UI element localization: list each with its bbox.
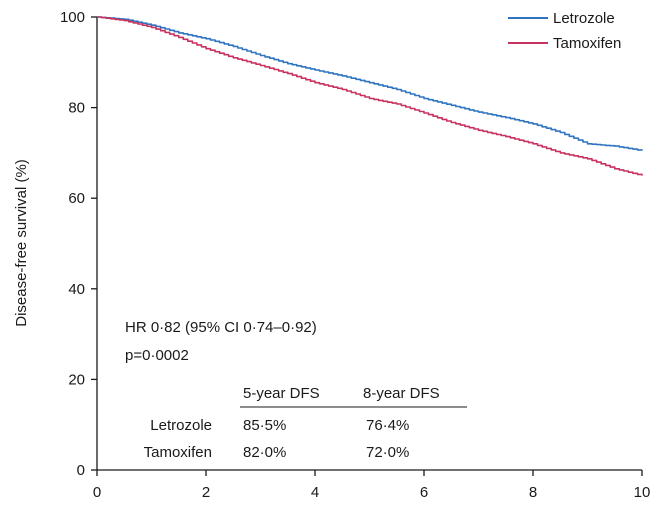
legend: Letrozole Tamoxifen (508, 10, 621, 52)
x-tick-label: 6 (420, 484, 428, 501)
y-tick-label: 100 (60, 9, 85, 26)
dfs-table: 5-year DFS 8-year DFS Letrozole 85·5% 76… (144, 385, 467, 461)
series-layer (97, 16, 643, 176)
p-value-annotation: p=0·0002 (125, 347, 189, 364)
table-row-label-letrozole: Letrozole (150, 417, 212, 434)
y-tick-label: 20 (68, 371, 85, 388)
table-cell-tamoxifen-5yr: 82·0% (243, 444, 286, 461)
legend-label-letrozole: Letrozole (553, 10, 615, 27)
x-tick-label: 2 (202, 484, 210, 501)
table-row-label-tamoxifen: Tamoxifen (144, 444, 212, 461)
table-cell-letrozole-8yr: 76·4% (366, 417, 409, 434)
hazard-ratio-annotation: HR 0·82 (95% CI 0·74–0·92) (125, 319, 317, 336)
table-header-5yr: 5-year DFS (243, 385, 320, 402)
table-header-8yr: 8-year DFS (363, 385, 440, 402)
y-tick-label: 40 (68, 281, 85, 298)
series-line-tamoxifen (97, 16, 643, 176)
series-line-letrozole (97, 16, 643, 151)
table-cell-tamoxifen-8yr: 72·0% (366, 444, 409, 461)
table-cell-letrozole-5yr: 85·5% (243, 417, 286, 434)
x-tick-label: 10 (634, 484, 651, 501)
axis-ticks: 0 20 40 60 80 100 0 2 4 6 8 10 (60, 9, 650, 501)
legend-label-tamoxifen: Tamoxifen (553, 35, 621, 52)
y-tick-label: 0 (77, 462, 85, 479)
x-tick-label: 4 (311, 484, 319, 501)
x-tick-label: 8 (529, 484, 537, 501)
y-axis-title: Disease-free survival (%) (13, 159, 30, 327)
y-tick-label: 60 (68, 190, 85, 207)
y-tick-label: 80 (68, 100, 85, 117)
x-tick-label: 0 (93, 484, 101, 501)
